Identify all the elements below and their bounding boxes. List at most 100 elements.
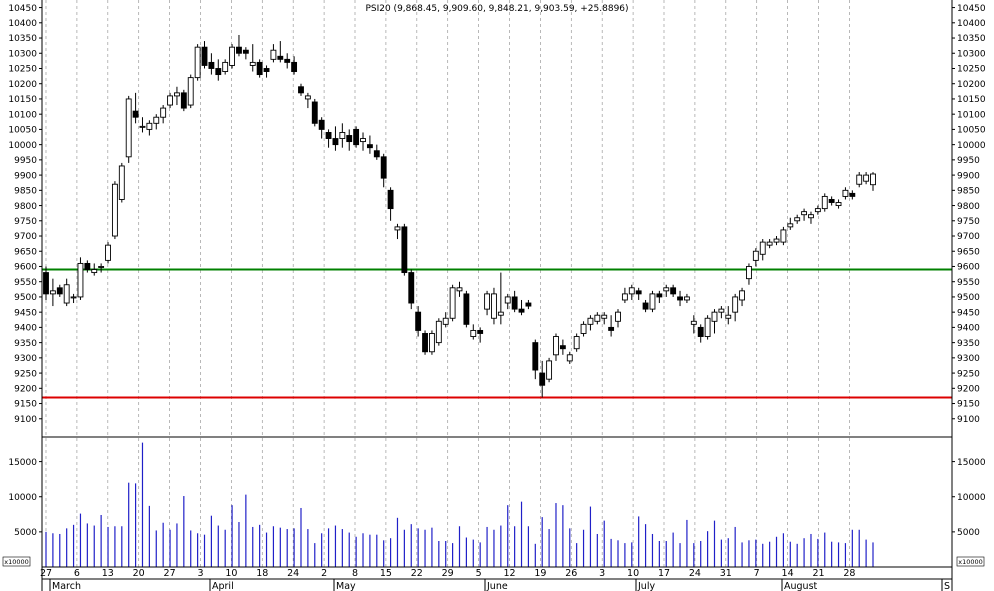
candle-body-up bbox=[594, 314, 601, 322]
candle-body-up bbox=[580, 323, 587, 334]
x-month-label: August bbox=[784, 581, 818, 591]
candle-body-up bbox=[766, 241, 773, 246]
candle-body-up bbox=[146, 122, 153, 130]
volume-bars bbox=[45, 442, 874, 567]
volume-unit-label-right: x10000 bbox=[958, 558, 983, 566]
x-day-tick-label: 19 bbox=[534, 568, 546, 579]
price-tick-label-left: 10450 bbox=[8, 4, 37, 14]
candle-body-up bbox=[160, 107, 167, 118]
price-tick-label-left: 9500 bbox=[14, 293, 37, 303]
x-day-tick-label: 24 bbox=[287, 568, 299, 579]
candle-body-up bbox=[77, 262, 84, 298]
price-tick-label-right: 9500 bbox=[957, 293, 980, 303]
x-day-tick-label: 20 bbox=[133, 568, 145, 579]
candle-body-up bbox=[187, 77, 194, 106]
price-tick-label-left: 9900 bbox=[14, 171, 37, 181]
candle-body-up bbox=[49, 290, 56, 295]
candle-body-up bbox=[704, 317, 711, 337]
x-day-tick-label: 10 bbox=[627, 568, 639, 579]
candle-body-up bbox=[663, 287, 670, 292]
price-tick-label-right: 10150 bbox=[957, 95, 986, 105]
price-tick-label-right: 9200 bbox=[957, 385, 980, 395]
x-day-tick-label: 17 bbox=[658, 568, 670, 579]
price-tick-label-left: 10050 bbox=[8, 126, 37, 136]
candle-body-down bbox=[518, 308, 525, 313]
x-day-tick-label: 7 bbox=[754, 568, 760, 579]
volume-tick-label-left: 5000 bbox=[14, 528, 37, 538]
candle-body-down bbox=[291, 61, 298, 72]
candle-body-up bbox=[690, 320, 697, 325]
candle-body-up bbox=[821, 195, 828, 210]
x-day-tick-label: 15 bbox=[380, 568, 392, 579]
candle-body-up bbox=[732, 296, 739, 313]
candle-body-up bbox=[339, 131, 346, 139]
candle-body-up bbox=[304, 95, 311, 100]
candle-body-up bbox=[835, 202, 842, 207]
candlesticks bbox=[43, 34, 876, 398]
candle-body-down bbox=[477, 329, 484, 334]
price-tick-label-left: 9850 bbox=[14, 187, 37, 197]
candle-body-up bbox=[566, 354, 573, 362]
candle-body-up bbox=[470, 329, 477, 337]
candle-body-down bbox=[236, 46, 242, 54]
candle-body-up bbox=[249, 61, 256, 66]
candle-body-up bbox=[229, 46, 235, 66]
x-day-tick-label: 3 bbox=[197, 568, 203, 579]
volume-unit-left: x10000 bbox=[2, 556, 31, 567]
candle-body-up bbox=[573, 336, 580, 350]
x-month-label: March bbox=[52, 581, 81, 591]
candle-body-up bbox=[725, 314, 732, 319]
chart-title: PSI20 (9,868.45, 9,909.60, 9,848.21, 9,9… bbox=[365, 4, 628, 14]
support-resistance-lines bbox=[42, 268, 952, 399]
candle-body-down bbox=[670, 287, 677, 295]
candle-body-up bbox=[504, 296, 511, 304]
price-tick-label-right: 9950 bbox=[957, 156, 980, 166]
candle-body-down bbox=[43, 272, 49, 295]
candle-body-up bbox=[91, 269, 98, 274]
x-day-tick-label: 6 bbox=[74, 568, 80, 579]
candle-body-up bbox=[125, 98, 132, 158]
candle-body-down bbox=[366, 144, 373, 149]
price-tick-label-left: 9950 bbox=[14, 156, 37, 166]
price-tick-label-left: 9300 bbox=[14, 354, 37, 364]
price-tick-label-left: 9800 bbox=[14, 202, 37, 212]
grid bbox=[45, 0, 850, 567]
price-tick-label-right: 9100 bbox=[957, 415, 980, 425]
price-tick-label-right: 9850 bbox=[957, 187, 980, 197]
x-day-tick-label: 10 bbox=[225, 568, 237, 579]
volume-tick-label-left: 10000 bbox=[8, 493, 37, 503]
candle-body-up bbox=[222, 61, 229, 72]
price-tick-label-left: 10200 bbox=[8, 80, 37, 90]
price-tick-label-left: 9550 bbox=[14, 278, 37, 288]
candle-body-down bbox=[277, 55, 284, 60]
price-tick-label-left: 10250 bbox=[8, 65, 37, 75]
price-tick-label-right: 9400 bbox=[957, 324, 980, 334]
candle-body-down bbox=[677, 296, 683, 301]
price-tick-label-right: 10200 bbox=[957, 80, 986, 90]
candle-body-up bbox=[808, 214, 814, 219]
candle-body-up bbox=[615, 311, 621, 322]
candle-body-up bbox=[394, 226, 401, 231]
candle-body-up bbox=[456, 287, 463, 292]
candle-body-up bbox=[70, 296, 77, 299]
x-day-tick-label: 5 bbox=[476, 568, 482, 579]
candle-body-up bbox=[118, 165, 125, 200]
x-day-tick-label: 26 bbox=[565, 568, 577, 579]
volume-unit-right: x10000 bbox=[956, 556, 985, 567]
price-tick-label-right: 9300 bbox=[957, 354, 980, 364]
candle-body-down bbox=[559, 345, 566, 350]
price-tick-label-left: 10150 bbox=[8, 95, 37, 105]
candle-body-down bbox=[408, 272, 415, 304]
price-tick-label-right: 9450 bbox=[957, 308, 980, 318]
price-tick-label-right: 10250 bbox=[957, 65, 986, 75]
price-tick-label-left: 9350 bbox=[14, 339, 37, 349]
volume-tick-label-right: 5000 bbox=[957, 528, 980, 538]
candle-body-down bbox=[201, 46, 208, 66]
candle-body-down bbox=[180, 92, 187, 109]
price-tick-label-right: 10000 bbox=[957, 141, 986, 151]
candle-body-up bbox=[801, 211, 808, 216]
candle-body-up bbox=[449, 287, 456, 319]
x-day-tick-label: 2 bbox=[321, 568, 327, 579]
candle-body-up bbox=[435, 320, 442, 344]
candle-body-up bbox=[553, 336, 559, 356]
